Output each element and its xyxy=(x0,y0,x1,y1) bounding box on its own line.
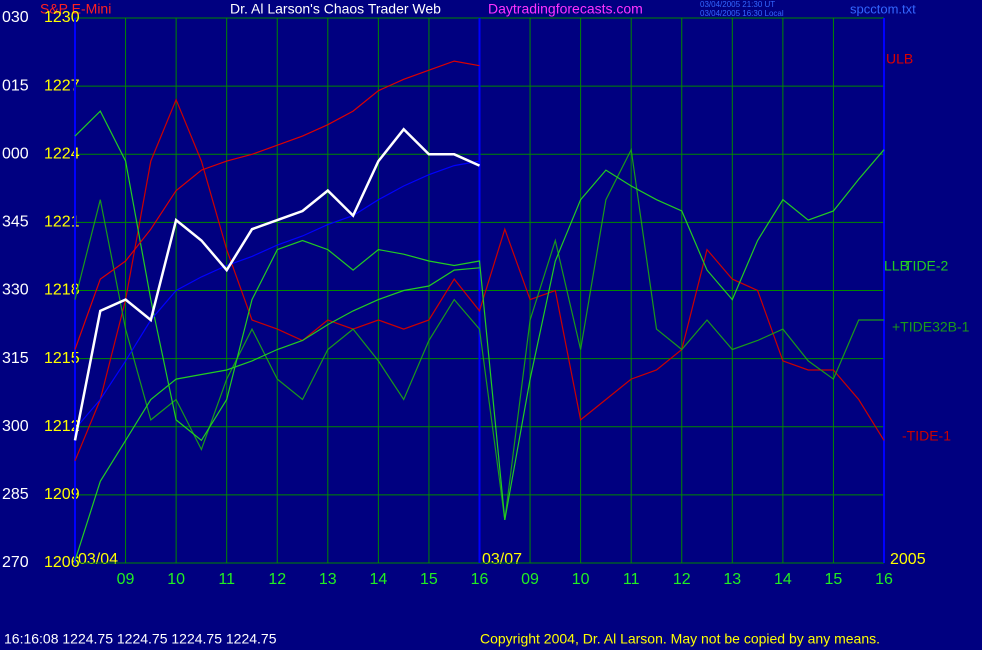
y-tick-label: 1221 xyxy=(44,214,80,231)
series-line xyxy=(74,160,480,430)
x-tick-label: 10 xyxy=(167,571,185,588)
x-tick-label: 12 xyxy=(268,571,286,588)
y-tick-label: 1215 xyxy=(44,350,80,367)
x-tick-label: 14 xyxy=(774,571,792,588)
x-tick-label: 15 xyxy=(825,571,843,588)
instrument-label: S&P E-Mini xyxy=(40,1,111,17)
quote-line: 16:16:08 1224.75 1224.75 1224.75 1224.75 xyxy=(4,631,277,647)
timestamp: 03/04/2005 16:30 Local xyxy=(700,9,784,18)
x-tick-label: 11 xyxy=(218,571,235,588)
angle-label: 330 xyxy=(2,282,29,299)
legend-label: -TIDE-1 xyxy=(902,428,951,444)
y-tick-label: 1209 xyxy=(44,486,80,503)
date-label: 2005 xyxy=(890,551,926,568)
y-tick-label: 1230 xyxy=(44,9,80,26)
timestamp: 03/04/2005 21:30 UT xyxy=(700,0,775,9)
y-tick-label: 1224 xyxy=(44,145,80,162)
x-tick-label: 15 xyxy=(420,571,438,588)
filename: spcctom.txt xyxy=(850,1,916,16)
copyright: Copyright 2004, Dr. Al Larson. May not b… xyxy=(480,631,880,647)
angle-label: 000 xyxy=(2,145,29,162)
x-tick-label: 16 xyxy=(471,571,489,588)
x-tick-label: 13 xyxy=(723,571,741,588)
angle-label: 015 xyxy=(2,77,29,94)
angle-label: 270 xyxy=(2,554,29,571)
x-tick-label: 12 xyxy=(673,571,691,588)
x-tick-label: 10 xyxy=(572,571,590,588)
series-line xyxy=(74,98,885,462)
y-tick-label: 1212 xyxy=(44,418,80,435)
x-tick-label: 13 xyxy=(319,571,337,588)
x-tick-label: 09 xyxy=(117,571,135,588)
x-tick-label: 09 xyxy=(521,571,539,588)
angle-label: 030 xyxy=(2,9,29,26)
y-tick-label: 1227 xyxy=(44,77,80,94)
legend-label: +TIDE32B-1 xyxy=(892,319,970,335)
chart-title: Dr. Al Larson's Chaos Trader Web xyxy=(230,1,441,17)
legend-label: LLB xyxy=(884,258,909,274)
legend-label: TIDE-2 xyxy=(904,258,949,274)
website: Daytradingforecasts.com xyxy=(488,1,643,17)
angle-label: 345 xyxy=(2,214,29,231)
series-line xyxy=(74,267,480,561)
legend-label: ULB xyxy=(886,51,913,67)
y-tick-label: 1218 xyxy=(44,282,80,299)
angle-label: 315 xyxy=(2,350,29,367)
x-tick-label: 16 xyxy=(875,571,893,588)
date-label: 03/07 xyxy=(482,551,522,568)
x-tick-label: 14 xyxy=(369,571,387,588)
angle-label: 285 xyxy=(2,486,29,503)
x-tick-label: 11 xyxy=(623,571,640,588)
series-line xyxy=(73,127,481,441)
angle-label: 300 xyxy=(2,418,29,435)
date-label: 03/04 xyxy=(78,551,118,568)
series-line xyxy=(74,110,885,521)
y-tick-label: 1206 xyxy=(44,554,80,571)
series-line xyxy=(74,60,480,350)
